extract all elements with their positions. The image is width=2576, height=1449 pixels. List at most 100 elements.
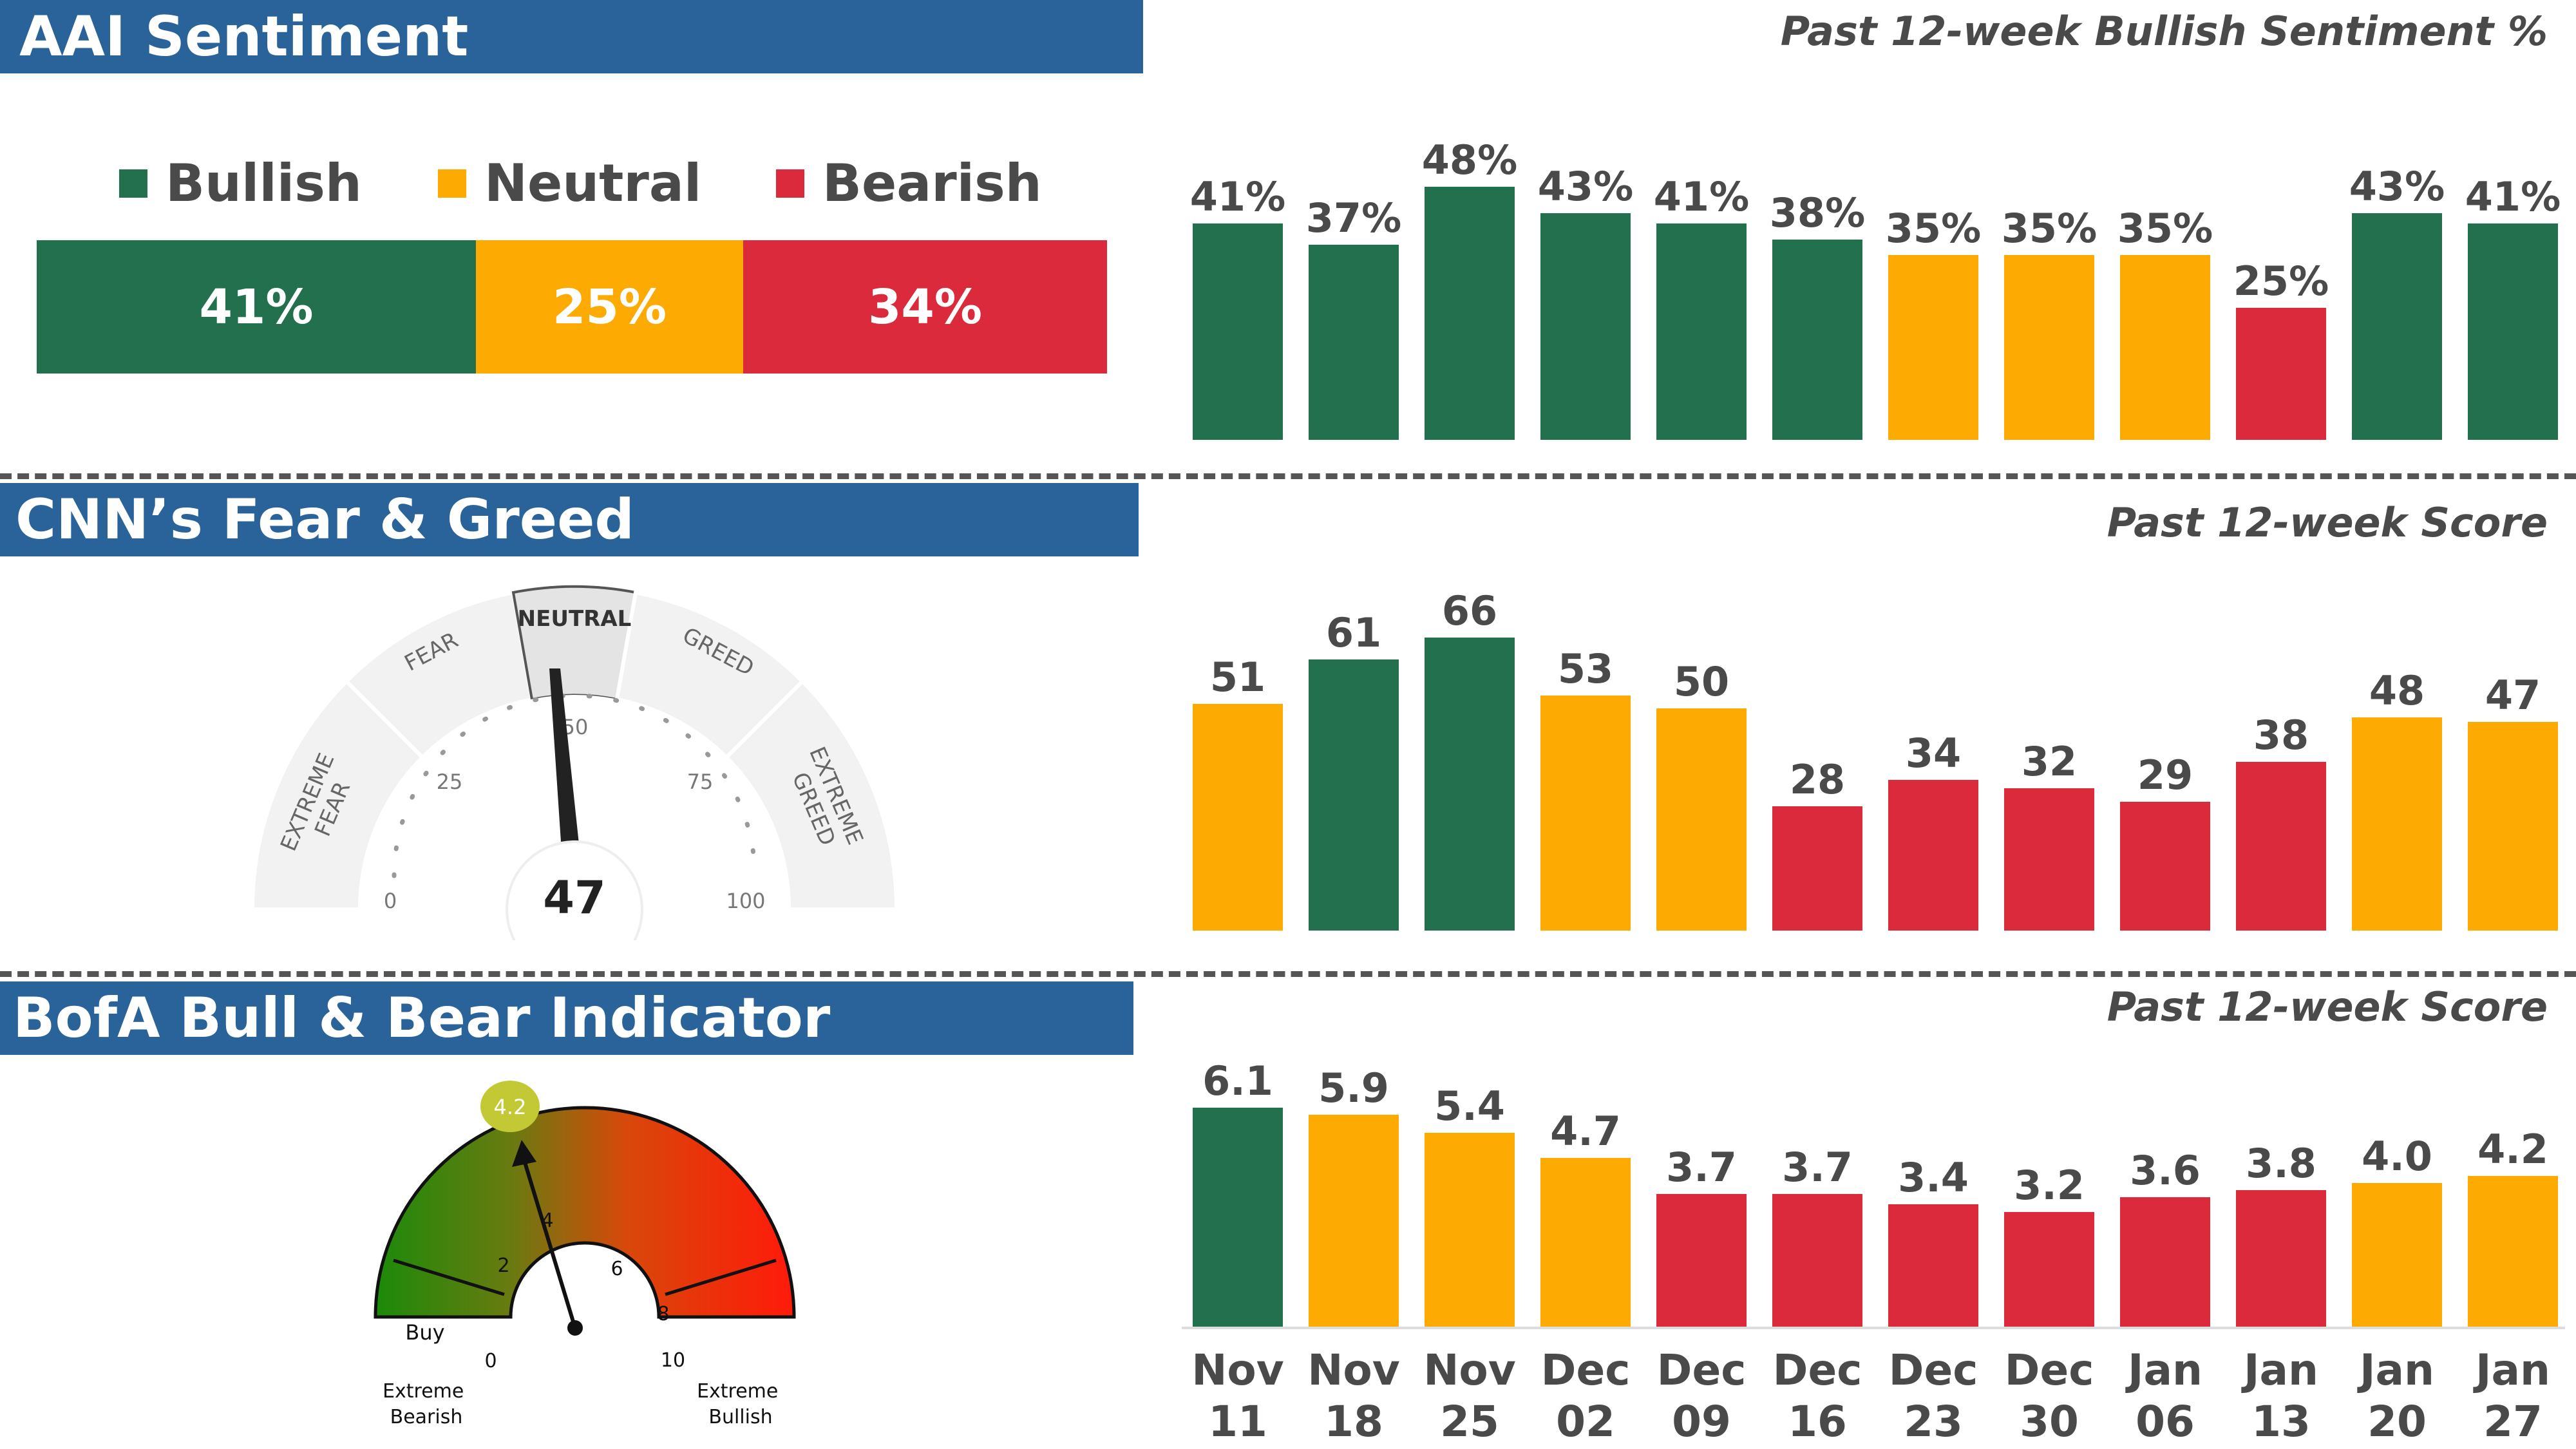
x-axis-tick-label: Dec 23 <box>1875 1345 1991 1448</box>
x-axis-tick-label-line: 23 <box>1904 1397 1963 1446</box>
cnn-title-banner: CNN’s Fear & Greed <box>0 483 1139 556</box>
legend-neutral: Neutral <box>438 153 701 213</box>
aai-stacked-bearish: 34% <box>743 240 1107 374</box>
x-axis-tick-label-line: 06 <box>2136 1397 2195 1446</box>
aai-bar-value-label: 35% <box>2117 205 2213 252</box>
cnn-bar <box>2236 762 2326 931</box>
cnn-bar-value-label: 32 <box>2021 738 2078 786</box>
aai-bar <box>2120 255 2210 440</box>
bofa-value-bubble <box>480 1081 540 1132</box>
aai-bar <box>1888 255 1978 440</box>
bofa-tick-6: 6 <box>611 1258 623 1280</box>
aai-bar-value-label: 41% <box>1653 173 1750 221</box>
bofa-bar <box>1540 1158 1631 1327</box>
x-axis-tick-label-line: 11 <box>1208 1397 1267 1446</box>
bofa-chart-title: Past 12-week Score <box>2107 983 2548 1030</box>
x-axis-tick-label: Nov 25 <box>1412 1345 1528 1448</box>
aai-bar-value-label: 35% <box>2001 205 2098 252</box>
aai-bar-value-label: 43% <box>1537 162 1634 210</box>
bofa-tick-10: 10 <box>661 1349 685 1372</box>
bofa-tick-0: 0 <box>484 1350 497 1372</box>
aai-bar-value-label: 41% <box>2465 173 2561 221</box>
cnn-bar <box>1309 659 1399 931</box>
aai-bar <box>2468 223 2558 440</box>
x-axis-tick-label-line: Nov <box>1307 1345 1400 1395</box>
bofa-right-caption: Extreme Bullish <box>697 1380 784 1428</box>
cnn-bar <box>2352 717 2442 931</box>
legend-bearish: Bearish <box>776 153 1042 213</box>
cnn-bar <box>1656 708 1747 931</box>
bofa-right-caption-line1: Extreme <box>697 1380 778 1403</box>
bofa-bar-value-label: 4.0 <box>2362 1133 2432 1180</box>
aai-chart-title: Past 12-week Bullish Sentiment % <box>1780 8 2548 55</box>
bofa-left-caption-line2: Bearish <box>390 1406 463 1428</box>
cnn-bar-value-label: 29 <box>2137 752 2193 799</box>
bofa-bar <box>1425 1133 1515 1327</box>
aai-bar <box>2004 255 2094 440</box>
aai-bar <box>1772 239 1862 440</box>
bofa-x-axis-line <box>1182 1327 2565 1329</box>
cnn-bar <box>1425 638 1515 931</box>
x-axis-tick-label-line: 13 <box>2251 1397 2311 1446</box>
gauge-hub <box>506 840 643 940</box>
aai-bar-value-label: 37% <box>1305 194 1402 242</box>
x-axis-tick-label: Nov 11 <box>1180 1345 1296 1448</box>
aai-bar <box>2236 308 2326 440</box>
legend-neutral-swatch <box>438 169 466 198</box>
cnn-title: CNN’s Fear & Greed <box>15 488 634 552</box>
cnn-chart-title: Past 12-week Score <box>2107 499 2548 546</box>
aai-bar <box>1309 245 1399 440</box>
gauge-tick-0: 0 <box>384 889 397 913</box>
bofa-left-caption-line1: Extreme <box>383 1380 464 1403</box>
aai-bar-value-label: 48% <box>1421 137 1518 184</box>
cnn-bar-value-label: 34 <box>1905 729 1962 777</box>
bofa-left-caption: Extreme Bearish <box>383 1380 470 1428</box>
cnn-bar-value-label: 66 <box>1441 587 1498 634</box>
bofa-buy-label: Buy <box>405 1320 444 1345</box>
cnn-bar-value-label: 61 <box>1325 609 1382 657</box>
bofa-bar <box>2236 1190 2326 1327</box>
aai-bar <box>1656 223 1747 440</box>
x-axis-tick-label: Jan 06 <box>2107 1345 2223 1448</box>
bofa-tick-2: 2 <box>497 1255 509 1277</box>
cnn-bar-value-label: 38 <box>2253 712 2309 759</box>
zone-label-neutral: NEUTRAL <box>518 606 632 632</box>
x-axis-tick-label-line: Dec <box>1540 1345 1631 1395</box>
bofa-tick-8: 8 <box>657 1303 669 1325</box>
x-axis-tick-label-line: 16 <box>1788 1397 1847 1446</box>
bofa-bar-value-label: 3.2 <box>2014 1161 2085 1209</box>
bofa-bar-value-label: 5.4 <box>1434 1083 1505 1130</box>
aai-bar-value-label: 35% <box>1885 205 1982 252</box>
gauge-zones <box>250 585 899 911</box>
x-axis-tick-label-line: 02 <box>1556 1397 1615 1446</box>
bofa-bar <box>1309 1115 1399 1327</box>
aai-title-banner: AAI Sentiment <box>0 0 1143 73</box>
section-divider-2 <box>0 971 2576 977</box>
gauge-value: 47 <box>543 871 605 924</box>
x-axis-tick-label-line: Nov <box>1423 1345 1516 1395</box>
aai-stacked-neutral: 25% <box>476 240 743 374</box>
bofa-bar-value-label: 3.7 <box>1666 1143 1737 1191</box>
bofa-sell-divider <box>665 1258 777 1296</box>
x-axis-tick-label-line: 25 <box>1440 1397 1499 1446</box>
aai-bar <box>2352 213 2442 440</box>
aai-stacked-bullish: 41% <box>37 240 476 374</box>
aai-stacked-neutral-label: 25% <box>552 279 667 335</box>
aai-bar-value-label: 41% <box>1189 173 1286 221</box>
cnn-bar <box>2120 802 2210 931</box>
x-axis-tick-label-line: Dec <box>1656 1345 1747 1395</box>
aai-title: AAI Sentiment <box>19 5 469 69</box>
cnn-bar-value-label: 51 <box>1209 654 1266 701</box>
bofa-needle-tip <box>512 1140 536 1167</box>
gauge-tick-25: 25 <box>437 770 463 794</box>
cnn-bar-value-label: 47 <box>2485 671 2541 719</box>
fear-greed-gauge: EXTREME FEAR FEAR NEUTRAL GREED EXTREME … <box>250 585 899 940</box>
aai-stacked-bullish-label: 41% <box>199 279 314 335</box>
x-axis-tick-label-line: 20 <box>2367 1397 2427 1446</box>
cnn-bar <box>1540 695 1631 931</box>
bofa-gauge-arc <box>374 1106 796 1319</box>
x-axis-tick-label: Jan 13 <box>2223 1345 2339 1448</box>
x-axis-tick-label: Dec 16 <box>1759 1345 1875 1448</box>
bofa-bar-value-label: 3.8 <box>2246 1140 2316 1188</box>
legend-bearish-swatch <box>776 169 804 198</box>
